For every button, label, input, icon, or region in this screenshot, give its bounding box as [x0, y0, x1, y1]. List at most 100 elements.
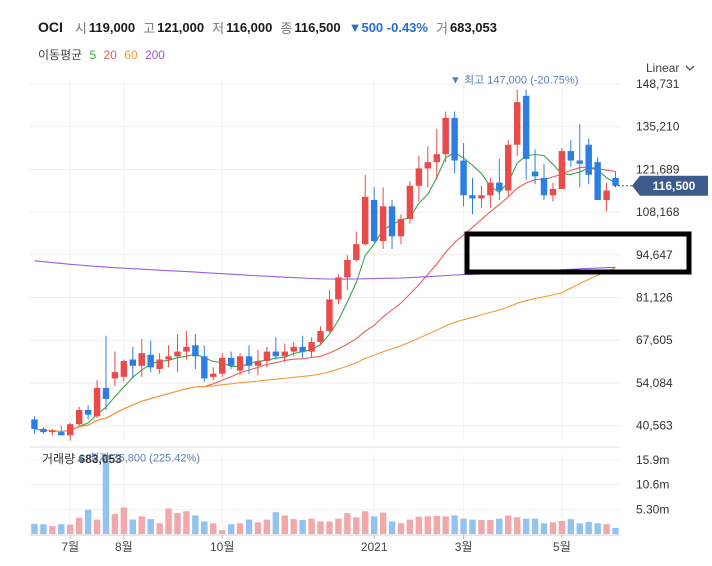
- volume-bar: [415, 516, 423, 534]
- candle: [549, 182, 557, 202]
- price-summary: OCI 시 119,000 고 121,000 저 116,000 종 116,…: [38, 16, 505, 38]
- volume-bar: [31, 523, 38, 534]
- candle: [120, 359, 128, 382]
- high-annotation: ▼ 최고 147,000 (-20.75%): [450, 73, 578, 86]
- price-tick-label: 54,084: [636, 376, 673, 390]
- candle: [263, 346, 271, 368]
- volume-bar: [192, 515, 199, 534]
- x-tick-label: 7월: [61, 540, 79, 554]
- stock-name: OCI: [38, 19, 63, 35]
- scale-selector[interactable]: Linear: [646, 61, 695, 75]
- volume-bar: [102, 455, 110, 534]
- candle: [603, 182, 610, 212]
- volume-bar: [576, 523, 583, 534]
- price-tick-label: 40,563: [636, 419, 673, 433]
- x-tick-label: 8월: [115, 540, 133, 554]
- candle: [576, 124, 583, 188]
- low-annotation: ▲ 최저 35,800 (225.42%): [75, 452, 200, 465]
- candle: [505, 140, 512, 197]
- candle: [147, 340, 154, 373]
- candle: [433, 128, 440, 180]
- candle: [201, 345, 208, 382]
- candle: [111, 351, 119, 387]
- volume-bar: [424, 516, 432, 534]
- price-tick-label: 135,210: [636, 120, 680, 134]
- volume-bar: [290, 519, 297, 534]
- volume-bar: [67, 524, 74, 534]
- volume-bar: [147, 519, 154, 534]
- volume-bar: [165, 508, 172, 534]
- volume-bar: [585, 521, 592, 534]
- ma-60: 60: [124, 48, 138, 62]
- volume-bar: [93, 519, 101, 534]
- volume-bar: [245, 519, 253, 534]
- volume-tick-label: 15.9m: [636, 453, 669, 467]
- volume-bar: [111, 514, 119, 534]
- volume-bar: [58, 524, 65, 534]
- ma-5: 5: [89, 48, 97, 62]
- volume-bar: [263, 519, 271, 534]
- price-tick-label: 148,731: [636, 77, 680, 91]
- volume-bar: [183, 511, 190, 534]
- candle: [281, 343, 288, 363]
- candle: [451, 111, 458, 174]
- candle: [129, 346, 137, 379]
- candle: [460, 143, 467, 207]
- candle: [612, 171, 619, 188]
- candle: [308, 337, 315, 358]
- volume-bar: [353, 517, 360, 534]
- candle: [585, 138, 592, 185]
- ma-label: 이동평균: [38, 48, 83, 62]
- scale-label: Linear: [646, 61, 680, 75]
- high-value: 121,000: [157, 19, 205, 35]
- candle: [469, 177, 476, 215]
- volume-bar: [505, 515, 512, 534]
- candle: [513, 89, 521, 156]
- x-tick-label: 2021: [361, 540, 388, 554]
- volume-bar: [558, 520, 566, 534]
- volume-bar: [49, 526, 56, 534]
- open-value: 119,000: [88, 19, 136, 35]
- volume-bar: [236, 523, 244, 534]
- candle: [353, 231, 360, 262]
- volume-bar: [174, 513, 181, 534]
- candle: [84, 405, 92, 420]
- volume-bar: [40, 524, 47, 534]
- moving-average-legend: 이동평균 5 20 60 200: [38, 46, 169, 63]
- volume-bar: [567, 519, 575, 534]
- candle: [415, 155, 423, 202]
- candle: [540, 163, 548, 200]
- volume-tick-label: 10.6m: [636, 478, 669, 492]
- candle: [397, 214, 405, 245]
- volume-bar: [487, 520, 494, 534]
- candle: [49, 428, 56, 436]
- candle: [290, 342, 297, 357]
- volume-bar: [84, 509, 92, 534]
- price-tick-label: 108,168: [636, 205, 680, 219]
- high-label: 고: [143, 20, 156, 36]
- volume-bar: [603, 524, 610, 534]
- candle: [326, 290, 333, 333]
- candle: [317, 326, 324, 346]
- volume-bar: [281, 515, 288, 534]
- candle: [406, 181, 414, 224]
- ma-20-line: [34, 166, 616, 433]
- volume-bar: [254, 522, 262, 534]
- volume-bar: [549, 522, 557, 534]
- volume-bar: [379, 512, 387, 534]
- candle: [138, 338, 145, 377]
- volume-bar: [612, 527, 619, 534]
- candle: [210, 367, 217, 380]
- price-tick-label: 81,126: [636, 290, 673, 304]
- current-price-badge: [632, 175, 708, 196]
- candle: [75, 406, 83, 426]
- volume-bar: [496, 518, 503, 534]
- ma-200-line: [34, 260, 616, 280]
- ma-20: 20: [103, 48, 117, 62]
- candle: [531, 149, 539, 185]
- candle: [58, 425, 65, 436]
- volume-bar: [308, 518, 315, 534]
- volume-title-value: 683,053: [78, 452, 122, 466]
- ma-200: 200: [144, 48, 165, 62]
- volume-bar: [388, 521, 396, 534]
